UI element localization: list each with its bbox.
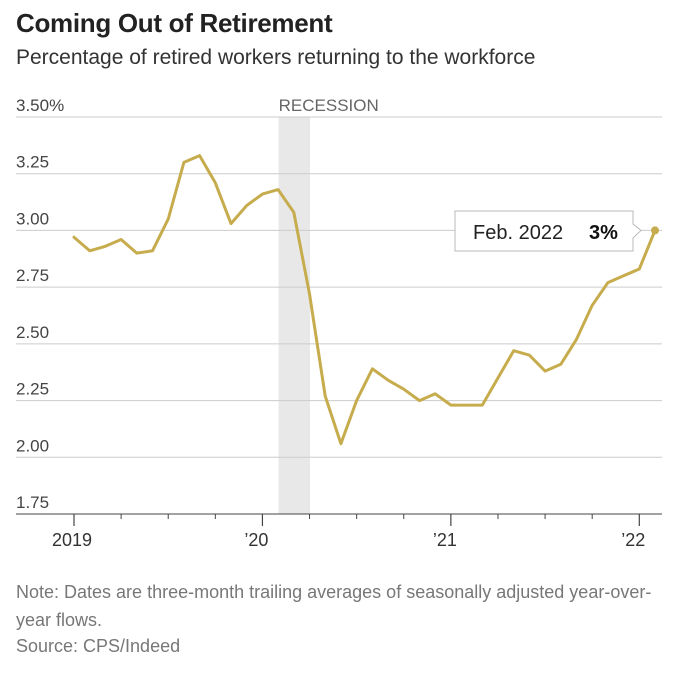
y-tick-label: 3.25 [16, 153, 49, 172]
y-tick-label: 2.25 [16, 380, 49, 399]
last-data-point [651, 226, 659, 235]
series-line [72, 154, 657, 446]
callout-date: Feb. 2022 [473, 222, 563, 244]
y-tick-label: 1.75 [16, 493, 49, 512]
chart-source: Source: CPS/Indeed [16, 636, 181, 656]
x-tick-label: ’21 [433, 530, 457, 550]
chart-note: Note: Dates are three-month trailing ave… [16, 582, 652, 630]
y-tick-label: 2.00 [16, 436, 49, 455]
x-tick-label: ’22 [621, 530, 645, 550]
y-tick-label: 2.75 [16, 266, 49, 285]
y-tick-label: 2.50 [16, 323, 49, 342]
chart-subtitle: Percentage of retired workers returning … [16, 46, 536, 69]
callout-value: 3% [589, 222, 618, 244]
y-tick-label: 3.00 [16, 209, 49, 228]
recession-label: RECESSION [279, 96, 379, 115]
value-callout-box [454, 210, 642, 252]
chart-title: Coming Out of Retirement [16, 8, 333, 38]
recession-band [278, 117, 311, 514]
y-tick-label: 3.50% [16, 96, 64, 115]
x-tick-label: ’20 [244, 530, 268, 550]
x-tick-label: 2019 [52, 530, 92, 550]
